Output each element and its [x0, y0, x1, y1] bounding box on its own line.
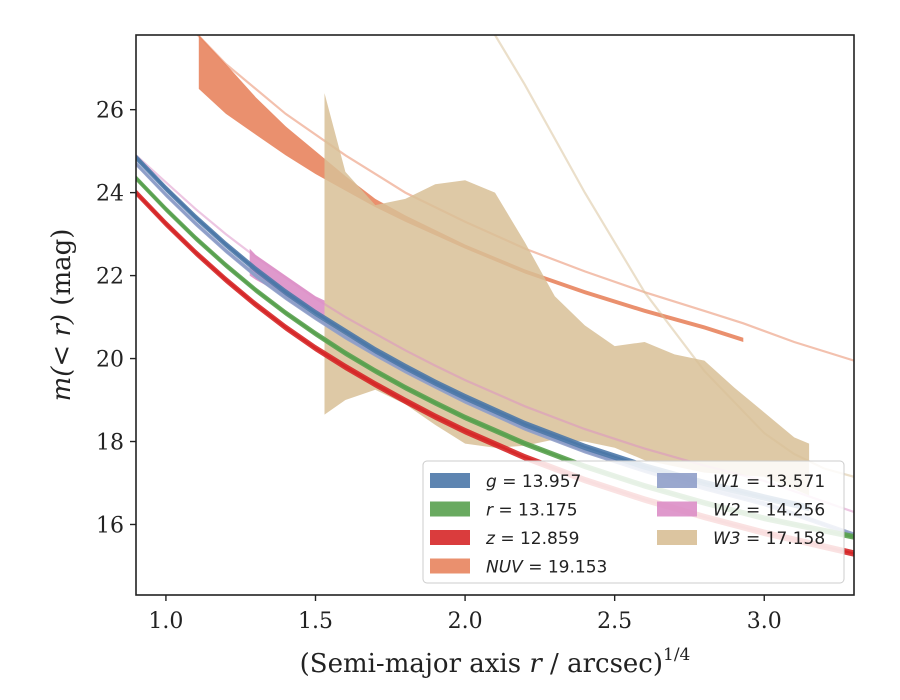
legend-swatch: [430, 530, 470, 545]
legend-entry-g: g = 13.957: [430, 472, 581, 492]
legend-label: r = 13.175: [486, 501, 578, 521]
x-tick-label: 2.5: [597, 609, 632, 634]
legend-entry-r: r = 13.175: [430, 501, 578, 521]
legend-label: W1 = 13.571: [713, 472, 825, 492]
series-w2: [136, 154, 854, 514]
legend-swatch: [430, 473, 470, 488]
legend-box: [422, 460, 845, 584]
legend-label: NUV = 19.153: [486, 558, 607, 578]
series-w3-band: [324, 93, 810, 496]
legend-label: W2 = 14.256: [713, 501, 825, 521]
legend-label: z = 12.859: [485, 529, 579, 549]
x-tick-label: 3.0: [747, 609, 782, 634]
x-axis-title: (Semi-major axis r / arcsec)1/4: [300, 645, 691, 679]
legend-entry-z: z = 12.859: [430, 529, 579, 549]
y-tick-label: 20: [96, 348, 124, 373]
legend-label: W3 = 17.158: [713, 529, 825, 549]
x-axis: 1.0 1.5 2.0 2.5 3.0: [148, 595, 782, 634]
legend-entry-w3: W3 = 17.158: [657, 529, 825, 549]
legend-swatch: [657, 530, 697, 545]
y-axis: 16 18 20 22 24 26: [96, 99, 136, 538]
legend-label: g = 13.957: [486, 472, 581, 492]
y-tick-label: 16: [96, 513, 124, 538]
plot-frame: [135, 34, 855, 596]
legend-entry-nuv: NUV = 19.153: [430, 558, 607, 578]
y-tick-label: 18: [96, 431, 124, 456]
legend-swatch: [657, 473, 697, 488]
series-w2-extrapolation: [136, 154, 854, 514]
legend-entry-w2: W2 = 14.256: [657, 501, 825, 521]
legend-swatch: [430, 501, 470, 517]
legend: g = 13.957 r = 13.175 z = 12.859 NUV = 19.1…: [422, 460, 845, 584]
y-tick-label: 24: [96, 182, 124, 207]
y-tick-label: 22: [96, 265, 124, 290]
x-tick-label: 1.5: [298, 609, 333, 634]
x-tick-label: 2.0: [448, 609, 483, 634]
legend-swatch: [657, 501, 697, 517]
x-tick-label: 1.0: [148, 609, 183, 634]
legend-swatch: [430, 558, 470, 574]
legend-entry-w1: W1 = 13.571: [657, 472, 825, 492]
series-w2-band: [249, 248, 325, 318]
y-tick-label: 26: [96, 99, 124, 124]
y-axis-title: m(< r) (mag): [47, 229, 77, 402]
